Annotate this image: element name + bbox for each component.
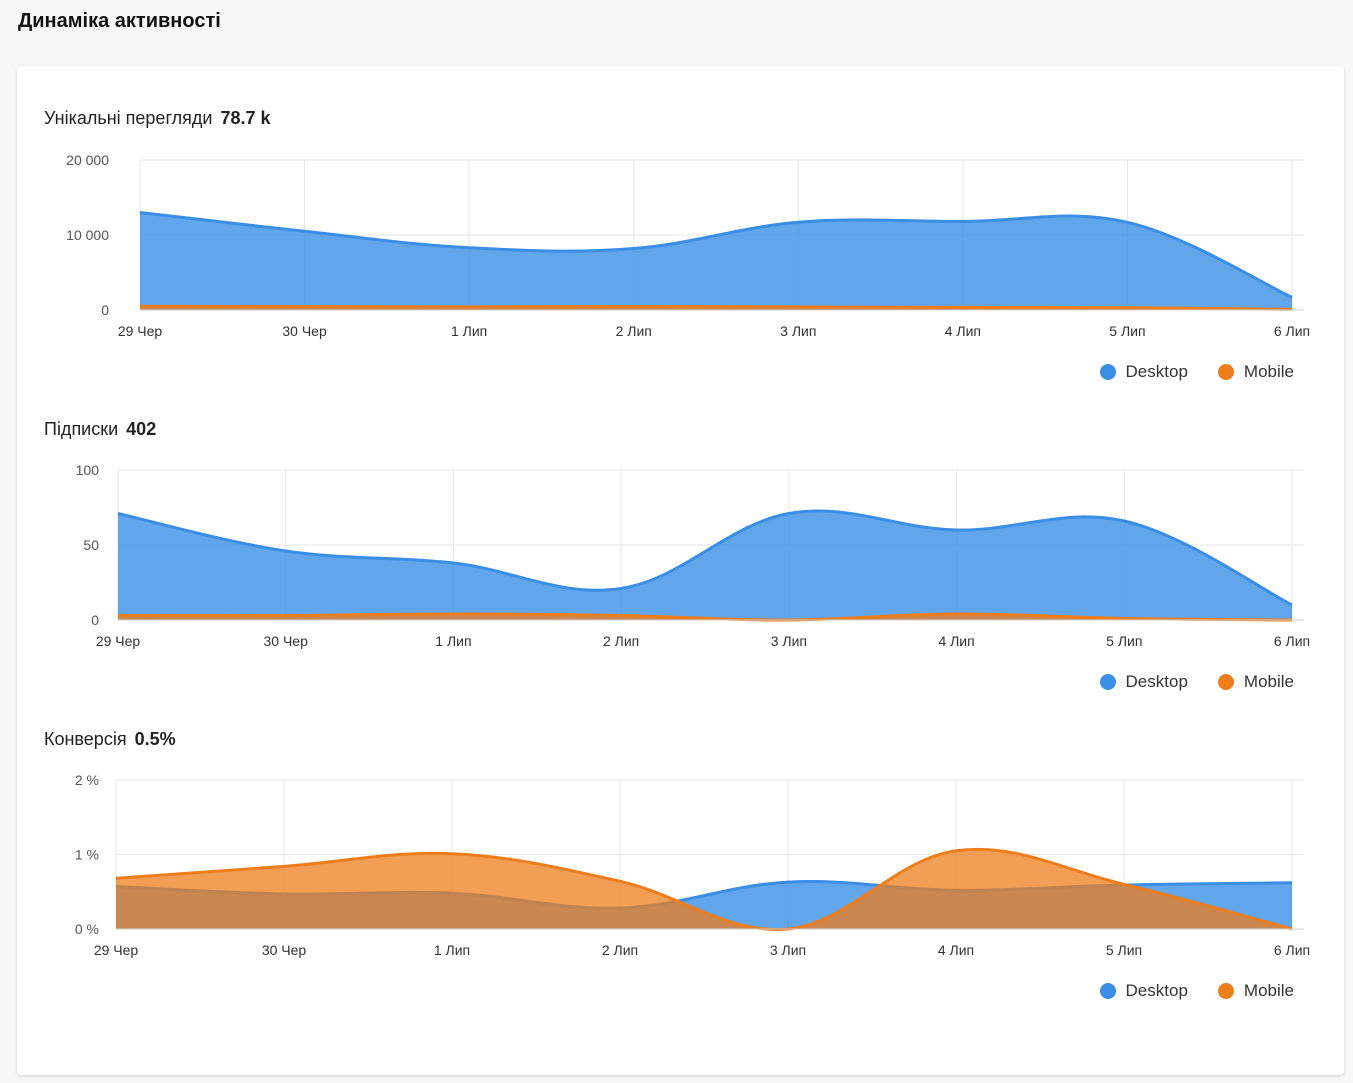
chart-header: Підписки 402 (44, 419, 156, 440)
series-area-mobile (116, 849, 1292, 930)
x-tick-label: 5 Лип (1106, 633, 1142, 649)
x-tick-label: 2 Лип (616, 323, 652, 339)
chart-plot: 2 % 1 % 0 % 29 Чер 30 Чер 1 Лип 2 Лип 3 Лип 4 Ли… (75, 772, 1310, 958)
x-tick-label: 30 Чер (264, 633, 309, 649)
legend-desktop-dot (1099, 364, 1116, 380)
legend-desktop-dot (1099, 983, 1116, 999)
chart-label: Підписки (44, 419, 119, 439)
y-tick-label: 0 (91, 612, 99, 628)
chart-plot: 100 50 0 29 Чер 30 Чер 1 Лип 2 Лип 3 Лип 4 Лип 5 … (76, 462, 1310, 649)
chart-value: 402 (126, 419, 157, 439)
chart-unique-views: Унікальні перегляди 78.7 k 20 000 10 000 0 2… (17, 66, 1344, 396)
chart-conversion: Конверсія 0.5% 2 % 1 % 0 % 29 Чер 30 Чер 1 Лип… (17, 686, 1344, 1016)
x-tick-label: 3 Лип (770, 942, 806, 958)
legend-item-mobile[interactable]: Mobile (1217, 981, 1294, 1001)
x-tick-label: 2 Лип (603, 633, 639, 649)
legend-mobile-label: Mobile (1243, 981, 1294, 1000)
chart-subscriptions: Підписки 402 100 50 0 29 Чер 30 Чер 1 Лип 2 Лип… (17, 376, 1344, 706)
chart-header: Конверсія 0.5% (44, 729, 176, 750)
legend-mobile-dot (1217, 983, 1234, 999)
legend-item-desktop[interactable]: Desktop (1099, 672, 1188, 692)
legend-desktop-label: Desktop (1125, 981, 1188, 1000)
legend-item-desktop[interactable]: Desktop (1099, 362, 1188, 382)
legend-mobile-dot (1217, 364, 1234, 380)
x-tick-label: 2 Лип (602, 942, 638, 958)
legend-desktop-label: Desktop (1125, 362, 1188, 381)
x-tick-label: 4 Лип (945, 323, 981, 339)
x-tick-label: 30 Чер (262, 942, 307, 958)
activity-card: Унікальні перегляди 78.7 k 20 000 10 000 0 2… (17, 66, 1344, 1075)
legend-desktop-dot (1099, 674, 1116, 690)
x-tick-label: 29 Чер (96, 633, 141, 649)
chart-label: Унікальні перегляди (44, 108, 213, 128)
chart-value: 0.5% (134, 729, 176, 749)
y-tick-label: 100 (76, 462, 100, 478)
x-tick-label: 1 Лип (435, 633, 471, 649)
legend-desktop-label: Desktop (1125, 672, 1188, 691)
x-tick-label: 6 Лип (1274, 942, 1310, 958)
x-tick-label: 1 Лип (451, 323, 487, 339)
chart-legend: Desktop Mobile (1070, 362, 1294, 382)
y-tick-label: 20 000 (66, 152, 109, 168)
x-tick-label: 3 Лип (780, 323, 816, 339)
x-tick-label: 29 Чер (118, 323, 163, 339)
chart-legend: Desktop Mobile (1070, 672, 1294, 692)
y-tick-label: 50 (83, 537, 99, 553)
x-tick-label: 5 Лип (1106, 942, 1142, 958)
x-tick-label: 30 Чер (282, 323, 327, 339)
y-tick-label: 2 % (75, 772, 99, 788)
chart-legend: Desktop Mobile (1070, 981, 1294, 1001)
y-tick-label: 1 % (75, 847, 99, 863)
series-line-mobile (139, 304, 1293, 311)
series-line-desktop (139, 211, 1293, 299)
x-tick-label: 6 Лип (1274, 323, 1310, 339)
legend-item-mobile[interactable]: Mobile (1217, 362, 1294, 382)
page-title: Динаміка активності (18, 10, 221, 32)
y-tick-label: 0 % (75, 921, 99, 937)
x-tick-label: 4 Лип (938, 633, 974, 649)
series-line-desktop (117, 509, 1293, 607)
x-tick-label: 3 Лип (771, 633, 807, 649)
x-tick-label: 6 Лип (1274, 633, 1310, 649)
chart-value: 78.7 k (220, 108, 271, 128)
x-tick-label: 1 Лип (434, 942, 470, 958)
x-tick-label: 29 Чер (94, 942, 139, 958)
legend-mobile-label: Mobile (1243, 362, 1294, 381)
chart-label: Конверсія (44, 729, 127, 749)
y-tick-label: 0 (101, 302, 109, 318)
series-area-desktop (140, 212, 1292, 310)
x-tick-label: 5 Лип (1109, 323, 1145, 339)
legend-mobile-label: Mobile (1243, 672, 1294, 691)
series-area-desktop (118, 510, 1292, 620)
y-tick-label: 10 000 (66, 227, 109, 243)
legend-item-mobile[interactable]: Mobile (1217, 672, 1294, 692)
legend-item-desktop[interactable]: Desktop (1099, 981, 1188, 1001)
x-tick-label: 4 Лип (938, 942, 974, 958)
legend-mobile-dot (1217, 674, 1234, 690)
chart-header: Унікальні перегляди 78.7 k (44, 108, 270, 129)
series-line-mobile (115, 847, 1293, 932)
chart-plot: 20 000 10 000 0 29 Чер 30 Чер 1 Лип 2 Лип 3 Лип… (66, 152, 1310, 339)
series-line-mobile (117, 612, 1293, 622)
